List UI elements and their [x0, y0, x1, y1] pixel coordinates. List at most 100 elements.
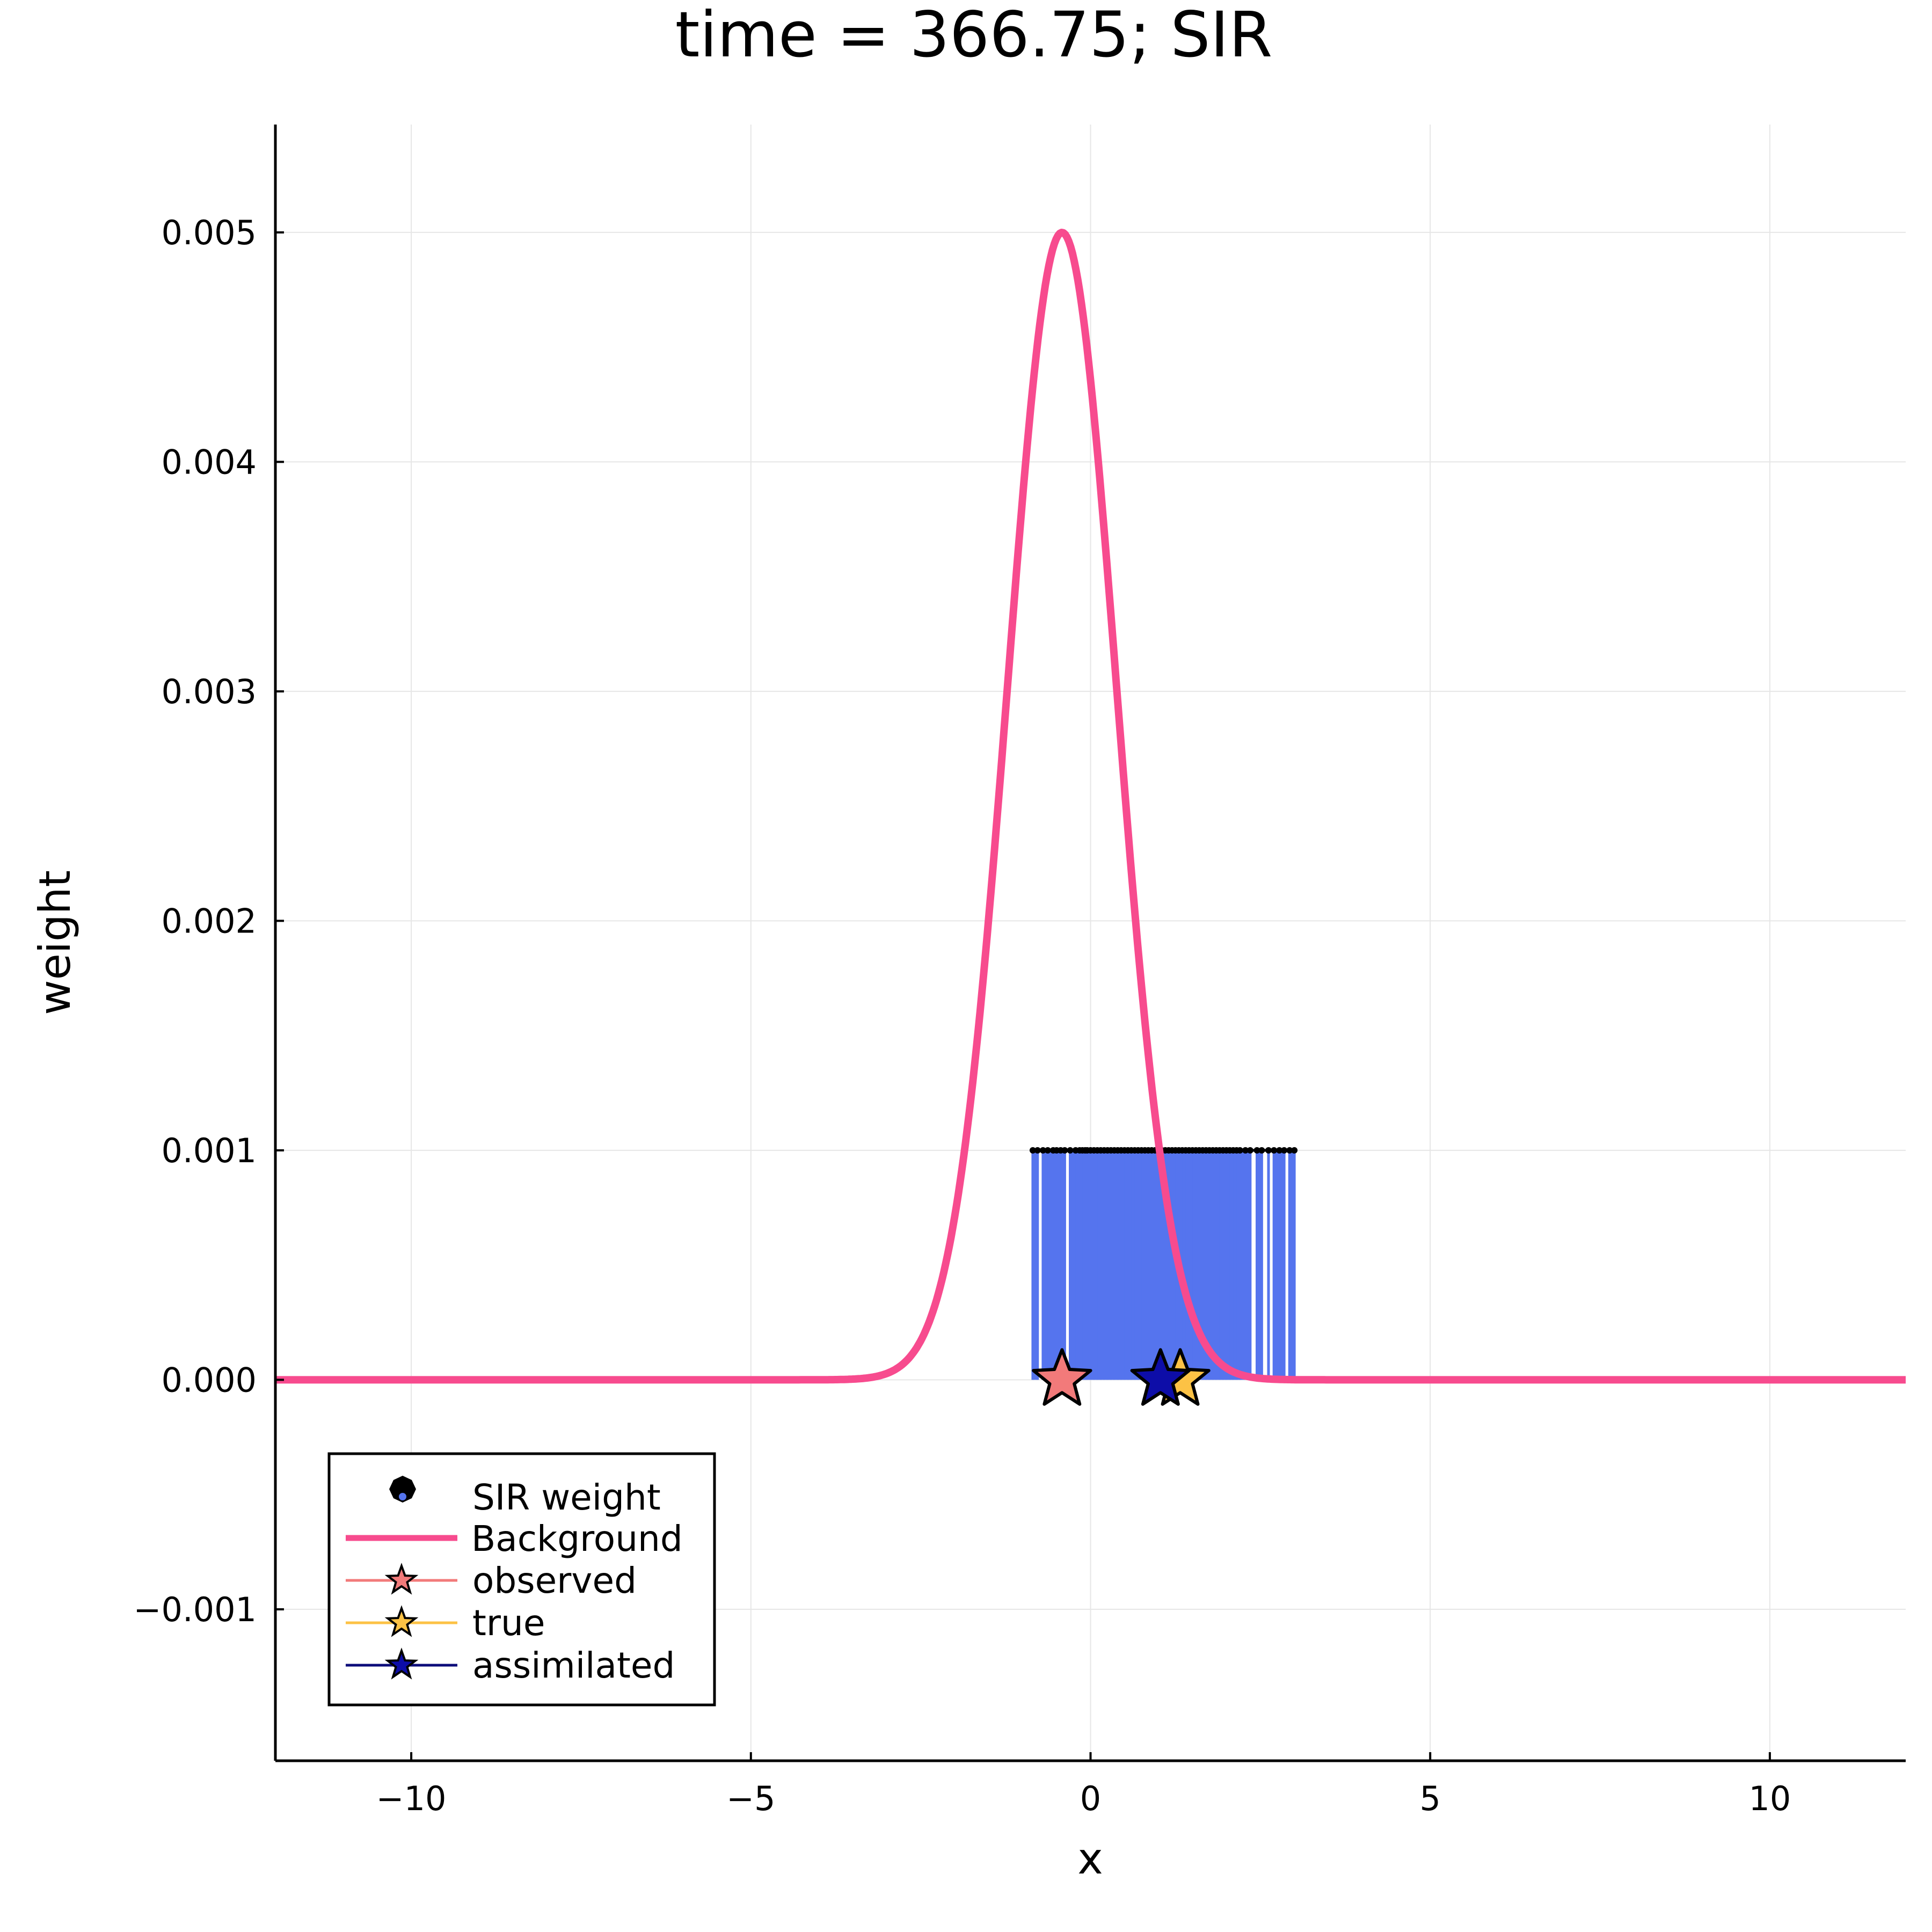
sir-weight-fill [1075, 1150, 1080, 1380]
sir-weight-fill [1223, 1150, 1227, 1380]
x-ticks: −10 −5 0 5 10 [376, 1752, 1791, 1818]
sir-weight-fill [1169, 1150, 1172, 1380]
sir-weight-fill [1082, 1150, 1085, 1380]
x-tick-label: 5 [1419, 1779, 1440, 1818]
sir-weight-fill [1257, 1150, 1262, 1380]
sir-weight-fill [1047, 1150, 1053, 1380]
sir-weight-fill [1209, 1150, 1213, 1380]
y-tick-label: 0.002 [162, 901, 257, 941]
sir-weight-point [1281, 1147, 1288, 1154]
sir-weight-fill [1219, 1150, 1223, 1380]
legend-star-observed-icon [384, 1563, 419, 1595]
x-tick-label: −10 [376, 1779, 447, 1818]
sir-weight-stems [1029, 1147, 1298, 1380]
sir-weight-point [1236, 1147, 1243, 1154]
sir-weight-point [1265, 1147, 1272, 1154]
sir-weight-fill [1138, 1150, 1142, 1380]
y-tick-label: 0.003 [162, 672, 257, 711]
sir-weight-fill [1279, 1150, 1285, 1380]
sir-weight-point [1061, 1147, 1068, 1154]
sir-weight-fill [1229, 1150, 1234, 1380]
sir-weight-fill [1226, 1150, 1230, 1380]
sir-weight-point [1246, 1147, 1253, 1154]
sir-weight-fill [1148, 1150, 1152, 1380]
x-tick-label: 10 [1748, 1779, 1791, 1818]
y-axis-label: weight [30, 870, 80, 1015]
plot-area [275, 229, 1906, 1406]
legend-item-assimilated: assimilated [346, 1645, 675, 1686]
sir-weight-fill [1111, 1150, 1114, 1380]
x-axis-label: x [1077, 1834, 1103, 1884]
legend-label-sir-weight: SIR weight [472, 1477, 661, 1518]
sir-weight-fill [1141, 1150, 1145, 1380]
sir-weight-fill [1070, 1150, 1076, 1380]
x-tick-label: −5 [726, 1779, 775, 1818]
sir-weight-fill [1080, 1150, 1083, 1380]
sir-weight-point [1291, 1147, 1298, 1154]
sir-weight-point [1242, 1147, 1249, 1154]
sir-weight-fill [1107, 1150, 1111, 1380]
legend-label-true: true [472, 1602, 545, 1644]
star-observed [1032, 1348, 1092, 1406]
y-tick-label: −0.001 [134, 1590, 257, 1629]
sir-weight-fill [1206, 1150, 1209, 1380]
sir-weight-fill [1100, 1150, 1104, 1380]
sir-weight-fill [1056, 1150, 1061, 1380]
background-curve [275, 229, 1906, 1384]
sir-weight-fill [1090, 1150, 1094, 1380]
sir-weight-fill [1155, 1150, 1159, 1380]
sir-weight-fill [1162, 1150, 1165, 1380]
sir-weight-fill [1060, 1150, 1065, 1380]
sir-weight-point [1034, 1147, 1041, 1154]
sir-weight-point [1286, 1147, 1293, 1154]
sir-weight-fill [1240, 1150, 1246, 1380]
sir-weight-fill [1213, 1150, 1216, 1380]
sir-weight-point [1067, 1147, 1074, 1154]
sir-weight-fill [1158, 1150, 1162, 1380]
sir-weight-fill [1202, 1150, 1206, 1380]
sir-weight-fill [1236, 1150, 1240, 1380]
sir-weight-fill [1172, 1150, 1176, 1380]
legend-item-observed: observed [346, 1560, 637, 1601]
sir-weight-fill [1216, 1150, 1220, 1380]
y-ticks: −0.001 0.000 0.001 0.002 0.003 0.004 0.005 [134, 213, 284, 1629]
sir-weight-fill [1085, 1150, 1088, 1380]
legend-label-background: Background [471, 1518, 683, 1559]
sir-weight-fill [1233, 1150, 1237, 1380]
legend-item-sir-weight: SIR weight [389, 1476, 661, 1518]
sir-weight-fill [1093, 1150, 1098, 1380]
y-tick-label: 0.004 [162, 442, 257, 482]
sir-weight-point [1039, 1147, 1046, 1154]
chart-title: time = 366.75; SIR [675, 0, 1273, 71]
sir-weight-fill [1151, 1150, 1155, 1380]
sir-weight-point [1044, 1147, 1051, 1154]
sir-weight-fill [1042, 1150, 1048, 1380]
sir-weight-fill [1131, 1150, 1135, 1380]
sir-weight-fill [1192, 1150, 1196, 1380]
sir-weight-fill [1274, 1150, 1280, 1380]
y-tick-label: 0.005 [162, 213, 257, 252]
sir-weight-fill [1289, 1150, 1295, 1380]
legend-marker-sir-weight-dot [399, 1493, 406, 1500]
sir-weight-fill [1199, 1150, 1203, 1380]
legend: SIR weight Background observed true assi… [327, 1452, 716, 1707]
sir-weight-fill [1114, 1150, 1118, 1380]
sir-weight-fill [1104, 1150, 1108, 1380]
sir-weight-fill [1195, 1150, 1199, 1380]
sir-weight-fill [1165, 1150, 1169, 1380]
sir-weight-fill [1144, 1150, 1149, 1380]
sir-weight-fill [1185, 1150, 1189, 1380]
sir-weight-fill [1121, 1150, 1125, 1380]
x-tick-label: 0 [1080, 1779, 1101, 1818]
sir-weight-fill [1134, 1150, 1139, 1380]
sir-weight-fill [1087, 1150, 1091, 1380]
sir-weight-fill [1124, 1150, 1128, 1380]
legend-marker-sir-weight [389, 1476, 416, 1503]
sir-weight-point [1276, 1147, 1283, 1154]
sir-weight-point [1253, 1147, 1260, 1154]
legend-item-background: Background [346, 1518, 683, 1559]
sir-weight-point [1258, 1147, 1265, 1154]
sir-weight-point [1029, 1147, 1036, 1154]
